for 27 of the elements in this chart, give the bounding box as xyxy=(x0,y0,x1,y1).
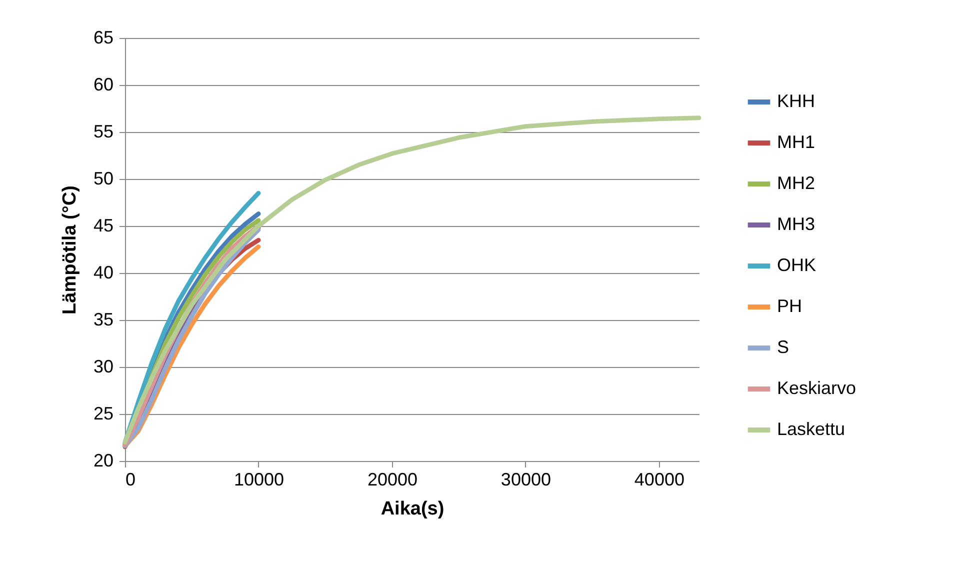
legend-label: OHK xyxy=(777,255,816,275)
y-tick-label: 60 xyxy=(93,74,114,94)
x-tick-label: 20000 xyxy=(367,470,418,490)
x-axis-title: Aika(s) xyxy=(380,498,444,520)
legend-label: S xyxy=(777,337,790,357)
y-tick-label: 55 xyxy=(93,122,114,142)
line-series xyxy=(122,116,702,444)
legend-label: MH1 xyxy=(777,132,816,152)
legend-label: MH3 xyxy=(777,214,816,234)
y-tick-label: 45 xyxy=(93,216,114,236)
x-tick-label: 10000 xyxy=(234,470,284,490)
y-tick-label: 25 xyxy=(93,404,114,424)
x-tick-label: 0 xyxy=(126,470,136,490)
x-tick-label: 40000 xyxy=(634,470,684,490)
y-tick-label: 50 xyxy=(93,168,114,188)
legend-label: PH xyxy=(777,296,802,316)
y-tick-label: 40 xyxy=(93,262,114,282)
legend-label: Keskiarvo xyxy=(777,378,856,398)
legend-label: Laskettu xyxy=(777,419,846,439)
y-tick-label: 35 xyxy=(93,310,114,330)
y-tick-label: 65 xyxy=(93,28,114,48)
y-tick-label: 30 xyxy=(93,356,114,376)
y-axis-title: Lämpötila (°C) xyxy=(59,186,80,314)
x-tick-label: 30000 xyxy=(500,470,551,490)
y-tick-label: 20 xyxy=(93,450,114,470)
legend-label: MH2 xyxy=(777,173,816,193)
legend-label: KHH xyxy=(777,91,816,111)
